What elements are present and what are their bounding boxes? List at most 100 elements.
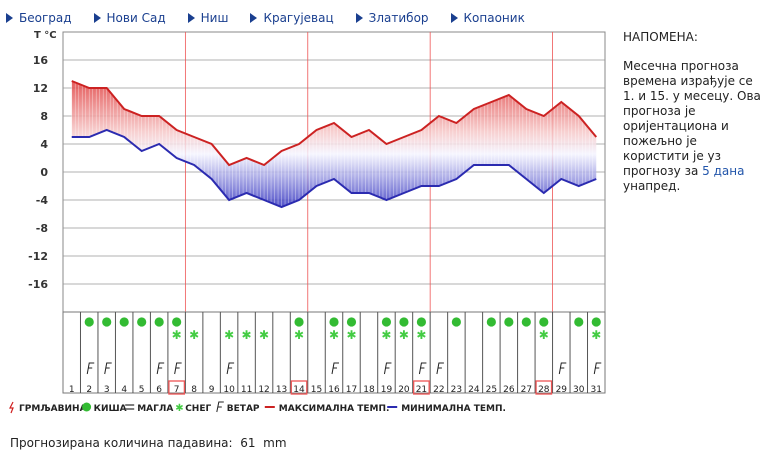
precip-value: 61 xyxy=(240,436,256,450)
y-axis-label: T °C xyxy=(34,30,57,41)
day-label: 9 xyxy=(209,385,215,395)
wind-icon xyxy=(593,362,602,375)
day-label: 4 xyxy=(121,385,127,395)
day-label: 20 xyxy=(398,385,410,395)
nav-label: Ниш xyxy=(200,11,229,25)
snow-icon: ✱ xyxy=(416,328,426,342)
rain-icon xyxy=(154,317,164,327)
day-label: 18 xyxy=(363,385,375,395)
nav-link-novi-sad[interactable]: Нови Сад xyxy=(93,8,166,28)
wind-icon xyxy=(174,362,182,375)
wind-icon xyxy=(436,362,444,375)
snow-icon: ✱ xyxy=(172,328,182,342)
day-label: 1 xyxy=(69,385,75,395)
wind-icon xyxy=(383,362,392,375)
day-label: 11 xyxy=(241,385,252,395)
snow-icon: ✱ xyxy=(399,328,409,342)
nav-link-kopaonik[interactable]: Копаоник xyxy=(450,8,525,28)
arrow-right-icon xyxy=(250,13,258,23)
rain-icon xyxy=(102,317,112,327)
snow-icon: ✱ xyxy=(242,328,252,342)
rain-icon xyxy=(119,317,129,327)
nav-link-kragujevac[interactable]: Крагујевац xyxy=(250,8,334,28)
rain-icon xyxy=(416,317,427,327)
arrow-right-icon xyxy=(450,13,458,23)
rain-icon xyxy=(82,402,92,412)
y-tick-label: -4 xyxy=(36,194,49,207)
nav-link-beograd[interactable]: Београд xyxy=(6,8,72,28)
day-label: 19 xyxy=(381,385,393,395)
max-temp-line xyxy=(71,80,598,167)
rain-icon xyxy=(294,317,304,327)
legend-label: МАКСИМАЛНА ТЕМП. xyxy=(279,404,390,414)
snow-icon: ✱ xyxy=(329,328,339,342)
precip-label: Прогнозирана количина падавина: xyxy=(10,436,233,450)
day-label: 30 xyxy=(573,385,585,395)
precip-unit: mm xyxy=(263,436,287,450)
snow-icon: ✱ xyxy=(224,328,234,342)
y-tick-label: 0 xyxy=(40,166,48,179)
rain-icon xyxy=(329,317,339,327)
day-label: 26 xyxy=(503,385,515,395)
day-label: 7 xyxy=(174,385,180,395)
day-label: 3 xyxy=(104,385,110,395)
weekday-marker xyxy=(290,380,308,395)
y-tick-label: -8 xyxy=(36,222,48,235)
arrow-right-icon xyxy=(355,13,363,23)
day-label: 25 xyxy=(486,385,497,395)
day-label: 28 xyxy=(538,385,550,395)
day-label: 24 xyxy=(468,385,480,395)
snow-icon: ✱ xyxy=(175,403,183,414)
y-tick-label: 16 xyxy=(33,54,49,67)
min-temp-line xyxy=(71,128,597,209)
day-label: 14 xyxy=(293,385,305,395)
note-text: Месечна прогноза времена израђује се 1. … xyxy=(623,59,761,178)
nav-label: Нови Сад xyxy=(106,11,166,25)
nav-link-zlatibor[interactable]: Златибор xyxy=(355,8,429,28)
nav-label: Копаоник xyxy=(463,11,525,25)
wind-icon xyxy=(156,362,165,375)
wind-icon xyxy=(104,362,112,375)
day-label: 27 xyxy=(521,385,532,395)
rain-icon xyxy=(504,317,514,327)
day-label: 12 xyxy=(258,385,269,395)
note-text-end: унапред. xyxy=(623,179,681,193)
rain-icon xyxy=(486,317,496,327)
rain-icon xyxy=(521,317,531,327)
day-label: 8 xyxy=(191,385,197,395)
day-label: 22 xyxy=(433,385,444,395)
rain-icon xyxy=(451,317,461,327)
snow-icon: ✱ xyxy=(189,328,199,342)
snow-icon: ✱ xyxy=(294,328,304,342)
nav-label: Златибор xyxy=(368,11,429,25)
rain-icon xyxy=(539,317,549,327)
rain-icon xyxy=(137,317,147,327)
weekday-marker xyxy=(535,380,553,395)
y-tick-label: 4 xyxy=(40,138,48,151)
legend-label: МАГЛА xyxy=(137,404,173,414)
weekday-marker xyxy=(168,380,186,395)
nav-link-nis[interactable]: Ниш xyxy=(187,8,229,28)
arrow-right-icon xyxy=(187,13,195,23)
rain-icon xyxy=(399,317,409,327)
wind-icon xyxy=(331,362,339,375)
legend-label: КИША xyxy=(94,404,127,414)
weekday-marker xyxy=(413,380,430,395)
y-tick-label: -16 xyxy=(28,278,48,291)
day-label: 10 xyxy=(223,385,235,395)
city-nav: Београд Нови Сад Ниш Крагујевац Златибор… xyxy=(6,8,547,28)
wind-icon xyxy=(216,401,224,413)
snow-icon: ✱ xyxy=(539,328,549,342)
wind-icon xyxy=(226,362,235,375)
day-label: 13 xyxy=(276,385,287,395)
day-label: 2 xyxy=(86,385,92,395)
snow-icon: ✱ xyxy=(591,328,601,342)
arrow-right-icon xyxy=(6,13,13,23)
y-tick-label: -12 xyxy=(28,250,48,263)
note-title: НАПОМЕНА: xyxy=(623,30,698,44)
wind-icon xyxy=(558,362,567,375)
day-label: 17 xyxy=(346,385,357,395)
note-link-5-days[interactable]: 5 дана xyxy=(702,164,745,178)
legend-label: МИНИМАЛНА ТЕМП. xyxy=(401,404,506,414)
